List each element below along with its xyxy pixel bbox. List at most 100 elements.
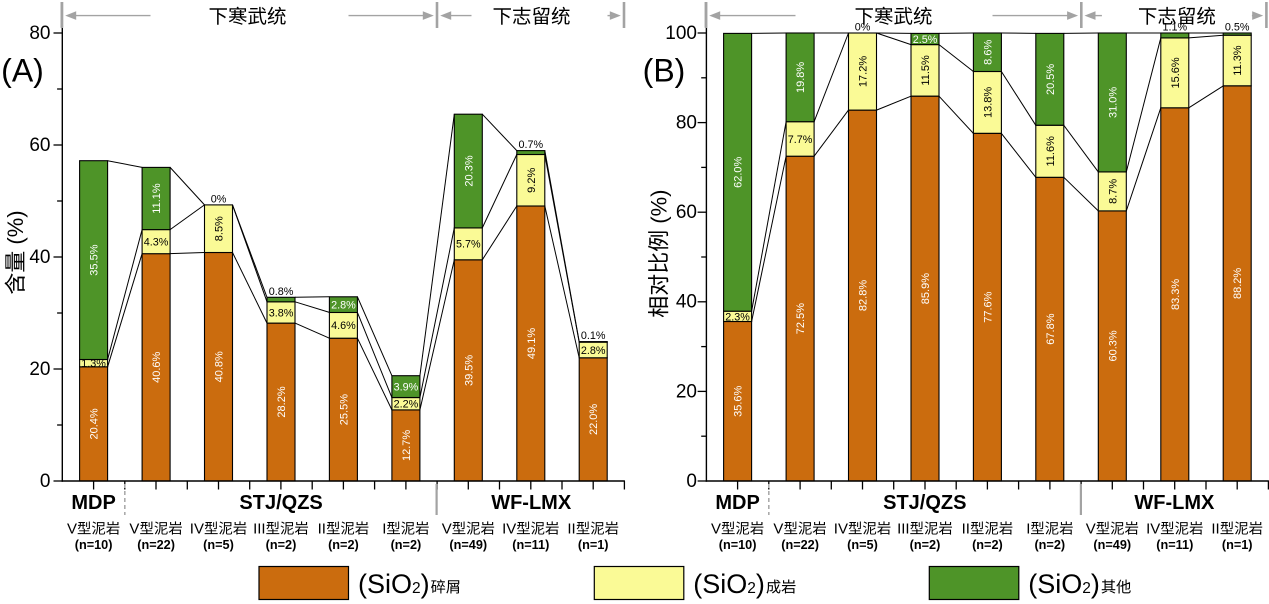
svg-text:): ) xyxy=(1091,569,1100,599)
svg-text:20: 20 xyxy=(29,359,50,380)
svg-text:0.5%: 0.5% xyxy=(1225,22,1250,34)
svg-text:19.8%: 19.8% xyxy=(795,62,807,93)
svg-text:82.8%: 82.8% xyxy=(858,280,870,311)
svg-text:V: V xyxy=(129,521,139,538)
svg-text:(n=2): (n=2) xyxy=(910,538,941,552)
svg-text:(n=1): (n=1) xyxy=(1222,538,1253,552)
svg-text:17.2%: 17.2% xyxy=(858,56,870,87)
svg-text:2.2%: 2.2% xyxy=(394,399,419,411)
svg-text:20.3%: 20.3% xyxy=(463,155,475,186)
svg-text:72.5%: 72.5% xyxy=(795,303,807,334)
svg-text:STJ/QZS: STJ/QZS xyxy=(239,492,322,514)
svg-text:(n=2): (n=2) xyxy=(391,538,422,552)
svg-text:): ) xyxy=(421,569,430,599)
svg-text:III: III xyxy=(253,521,266,538)
svg-text:V: V xyxy=(442,521,452,538)
svg-text:I: I xyxy=(1026,521,1030,538)
svg-text:0%: 0% xyxy=(211,193,227,205)
svg-text:0: 0 xyxy=(686,471,697,492)
svg-text:3.8%: 3.8% xyxy=(269,307,294,319)
svg-text:62.0%: 62.0% xyxy=(733,156,745,187)
svg-text:60: 60 xyxy=(29,135,50,156)
svg-text:11.5%: 11.5% xyxy=(920,55,932,86)
svg-text:2.3%: 2.3% xyxy=(725,311,750,323)
svg-text:IV: IV xyxy=(190,521,204,538)
svg-text:9.2%: 9.2% xyxy=(526,168,538,193)
svg-text:12.7%: 12.7% xyxy=(401,430,413,461)
svg-text:2: 2 xyxy=(1082,580,1091,597)
svg-text:3.9%: 3.9% xyxy=(394,382,419,394)
svg-text:39.5%: 39.5% xyxy=(463,355,475,386)
svg-text:35.5%: 35.5% xyxy=(89,244,101,275)
svg-text:28.2%: 28.2% xyxy=(276,386,288,417)
svg-text:83.3%: 83.3% xyxy=(1170,279,1182,310)
svg-text:20.5%: 20.5% xyxy=(1045,64,1057,95)
svg-text:5.7%: 5.7% xyxy=(456,239,481,251)
svg-text:8.7%: 8.7% xyxy=(1107,179,1119,204)
svg-text:0.8%: 0.8% xyxy=(269,286,294,298)
svg-text:1.3%: 1.3% xyxy=(81,358,106,370)
svg-text:(n=11): (n=11) xyxy=(512,538,549,552)
svg-text:(n=5): (n=5) xyxy=(203,538,234,552)
svg-text:II: II xyxy=(318,521,326,538)
svg-text:8.5%: 8.5% xyxy=(214,216,226,241)
svg-text:(n=49): (n=49) xyxy=(1093,538,1131,552)
svg-text:I: I xyxy=(382,521,386,538)
svg-text:IV: IV xyxy=(834,521,848,538)
svg-text:0.1%: 0.1% xyxy=(581,330,606,342)
svg-text:(n=22): (n=22) xyxy=(781,538,819,552)
svg-text:2: 2 xyxy=(747,580,756,597)
svg-text:31.0%: 31.0% xyxy=(1107,87,1119,118)
svg-text:WF-LMX: WF-LMX xyxy=(491,492,572,514)
svg-text:40: 40 xyxy=(676,292,697,313)
svg-text:(n=2): (n=2) xyxy=(972,538,1003,552)
svg-text:60.3%: 60.3% xyxy=(1107,330,1119,361)
svg-text:V: V xyxy=(67,521,77,538)
svg-text:40.8%: 40.8% xyxy=(214,351,226,382)
svg-text:(n=5): (n=5) xyxy=(847,538,878,552)
svg-text:(n=1): (n=1) xyxy=(578,538,609,552)
svg-text:(n=10): (n=10) xyxy=(719,538,757,552)
svg-text:60: 60 xyxy=(676,202,697,223)
svg-text:(n=49): (n=49) xyxy=(449,538,487,552)
svg-text:0%: 0% xyxy=(855,22,871,34)
svg-text:(n=2): (n=2) xyxy=(328,538,359,552)
svg-text:V: V xyxy=(711,521,721,538)
svg-text:V: V xyxy=(1086,521,1096,538)
svg-text:40.6%: 40.6% xyxy=(151,351,163,382)
svg-text:II: II xyxy=(1211,521,1219,538)
svg-text:(%): (%) xyxy=(647,189,672,223)
svg-text:77.6%: 77.6% xyxy=(982,291,994,322)
svg-text:0.7%: 0.7% xyxy=(518,139,543,151)
svg-text:80: 80 xyxy=(676,113,697,134)
svg-text:100: 100 xyxy=(665,23,697,44)
svg-text:MDP: MDP xyxy=(715,492,759,514)
svg-text:40: 40 xyxy=(29,247,50,268)
svg-text:2.8%: 2.8% xyxy=(581,345,606,357)
svg-text:(SiO: (SiO xyxy=(358,569,412,599)
svg-text:11.6%: 11.6% xyxy=(1045,136,1057,167)
svg-text:20.4%: 20.4% xyxy=(89,408,101,439)
svg-text:4.6%: 4.6% xyxy=(331,320,356,332)
svg-text:(A): (A) xyxy=(1,53,44,89)
svg-text:85.9%: 85.9% xyxy=(920,273,932,304)
svg-text:4.3%: 4.3% xyxy=(144,237,169,249)
svg-text:(n=11): (n=11) xyxy=(1156,538,1193,552)
svg-text:49.1%: 49.1% xyxy=(526,328,538,359)
svg-text:35.6%: 35.6% xyxy=(733,385,745,416)
svg-text:25.5%: 25.5% xyxy=(338,394,350,425)
svg-text:80: 80 xyxy=(29,23,50,44)
svg-text:15.6%: 15.6% xyxy=(1170,57,1182,88)
svg-text:II: II xyxy=(567,521,575,538)
svg-text:8.6%: 8.6% xyxy=(982,40,994,65)
svg-text:(n=2): (n=2) xyxy=(266,538,297,552)
svg-text:(SiO: (SiO xyxy=(1028,569,1082,599)
svg-text:(B): (B) xyxy=(643,53,686,89)
svg-text:STJ/QZS: STJ/QZS xyxy=(883,492,966,514)
svg-text:2.8%: 2.8% xyxy=(331,300,356,312)
svg-text:0: 0 xyxy=(40,471,51,492)
svg-text:67.8%: 67.8% xyxy=(1045,313,1057,344)
svg-text:(n=22): (n=22) xyxy=(137,538,175,552)
svg-text:2.5%: 2.5% xyxy=(913,34,938,46)
svg-text:22.0%: 22.0% xyxy=(588,404,600,435)
